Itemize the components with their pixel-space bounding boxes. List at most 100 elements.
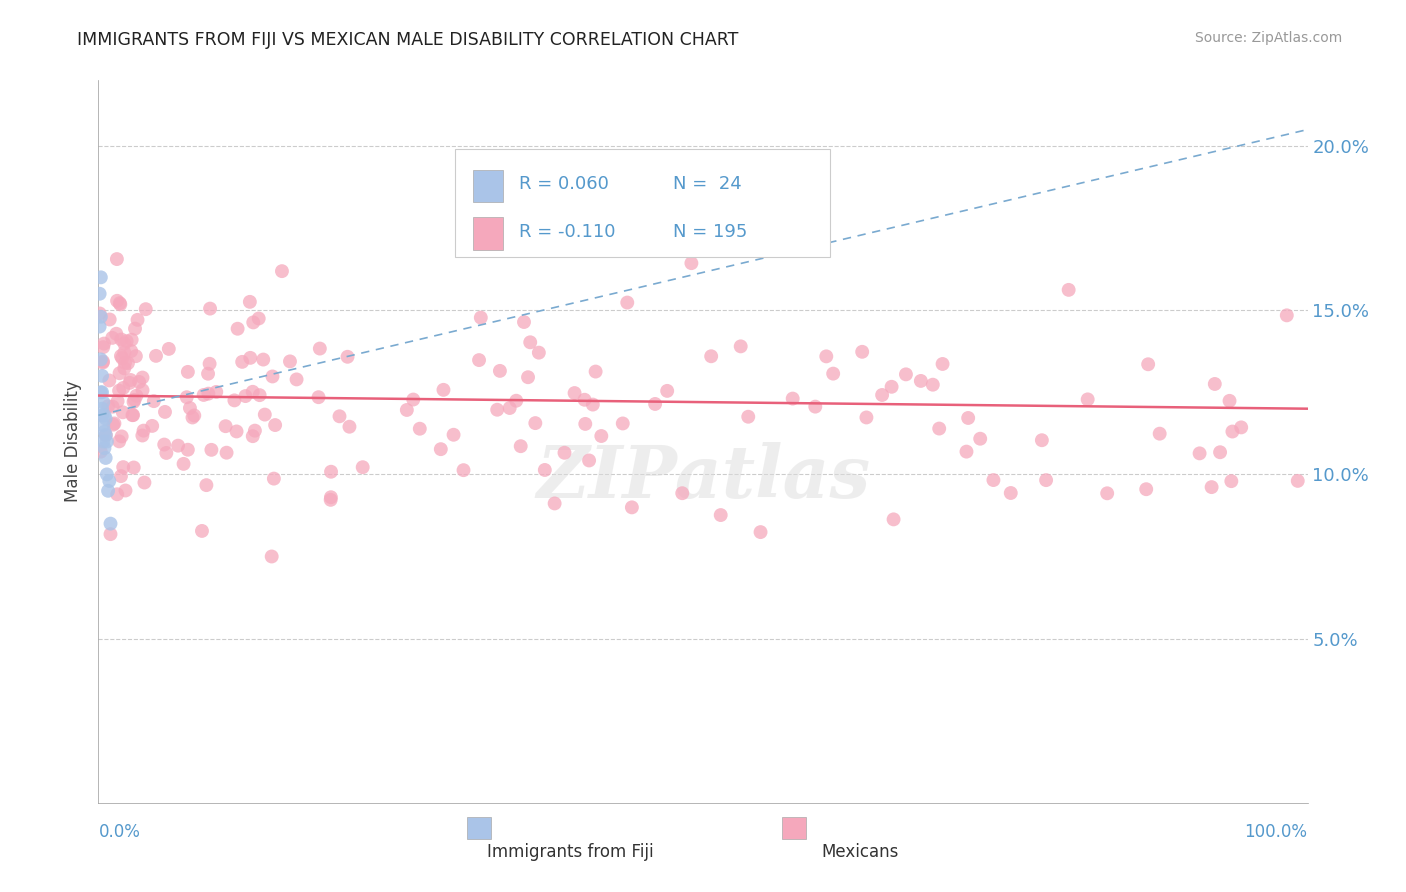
Point <box>430 442 453 457</box>
Point <box>94 411 117 425</box>
Point <box>519 335 541 350</box>
Point <box>319 492 342 507</box>
Point <box>145 349 167 363</box>
Point <box>96 434 118 449</box>
Point <box>108 384 131 398</box>
Point <box>402 392 425 407</box>
Point <box>616 295 638 310</box>
Point <box>101 400 124 414</box>
Point <box>110 349 132 363</box>
Point <box>815 350 838 364</box>
Point <box>112 345 135 359</box>
Point <box>957 411 980 425</box>
Point <box>880 380 903 394</box>
FancyBboxPatch shape <box>456 149 830 257</box>
Point <box>931 357 953 371</box>
Point <box>153 405 176 419</box>
Point <box>242 384 264 399</box>
Point <box>231 355 253 369</box>
Point <box>198 301 221 316</box>
Point <box>730 339 752 353</box>
Point <box>486 402 509 417</box>
Point <box>453 463 475 477</box>
Point <box>1077 392 1099 407</box>
Point <box>513 315 536 329</box>
Point <box>122 395 145 409</box>
Point <box>89 319 111 334</box>
Point <box>114 356 136 370</box>
Point <box>141 418 163 433</box>
Bar <box>467 817 492 838</box>
Point <box>124 392 146 407</box>
Point <box>103 417 125 431</box>
Point <box>499 401 522 415</box>
Point <box>883 512 905 526</box>
Point <box>308 390 330 404</box>
Point <box>94 428 117 442</box>
Point <box>782 392 804 406</box>
Point <box>352 460 374 475</box>
Point <box>319 465 342 479</box>
Point <box>252 352 274 367</box>
Point <box>470 310 492 325</box>
Point <box>1222 425 1244 439</box>
Point <box>89 306 111 320</box>
Point <box>193 388 215 402</box>
Point <box>100 527 122 541</box>
Point <box>117 356 139 370</box>
Point <box>97 483 120 498</box>
Point <box>197 386 219 401</box>
Point <box>115 334 138 348</box>
Point <box>1230 420 1253 434</box>
Point <box>121 408 143 422</box>
Point <box>710 508 733 522</box>
Point <box>870 388 893 402</box>
Point <box>1201 480 1223 494</box>
Point <box>91 385 114 400</box>
Point <box>235 389 257 403</box>
Point <box>1188 446 1211 460</box>
Point <box>105 326 128 341</box>
Point <box>120 373 142 387</box>
Point <box>489 364 512 378</box>
Point <box>93 441 115 455</box>
Point <box>94 428 117 442</box>
Point <box>98 374 121 388</box>
Point <box>91 368 114 383</box>
Point <box>91 409 114 423</box>
Point <box>524 416 547 430</box>
Point <box>224 393 246 408</box>
Point <box>249 388 271 402</box>
Point <box>910 374 932 388</box>
Point <box>91 401 114 416</box>
Point <box>671 486 693 500</box>
Point <box>197 367 219 381</box>
Point <box>142 394 165 409</box>
Point <box>91 434 114 449</box>
Point <box>644 397 666 411</box>
Point <box>804 400 827 414</box>
Point <box>93 336 115 351</box>
Point <box>226 322 249 336</box>
Point <box>928 421 950 435</box>
Point <box>125 389 148 403</box>
Point <box>278 354 301 368</box>
Point <box>131 428 153 442</box>
Point <box>128 375 150 389</box>
Point <box>432 383 454 397</box>
Point <box>264 418 287 433</box>
Point <box>921 377 943 392</box>
Point <box>122 408 145 422</box>
Point <box>527 345 550 359</box>
Point <box>97 399 120 413</box>
Y-axis label: Male Disability: Male Disability <box>65 381 83 502</box>
Point <box>585 365 607 379</box>
Point <box>578 453 600 467</box>
Point <box>155 446 177 460</box>
Point <box>1000 486 1022 500</box>
Point <box>108 434 131 449</box>
Point <box>90 310 112 324</box>
Point <box>89 286 111 301</box>
Point <box>737 409 759 424</box>
Point <box>110 333 132 347</box>
